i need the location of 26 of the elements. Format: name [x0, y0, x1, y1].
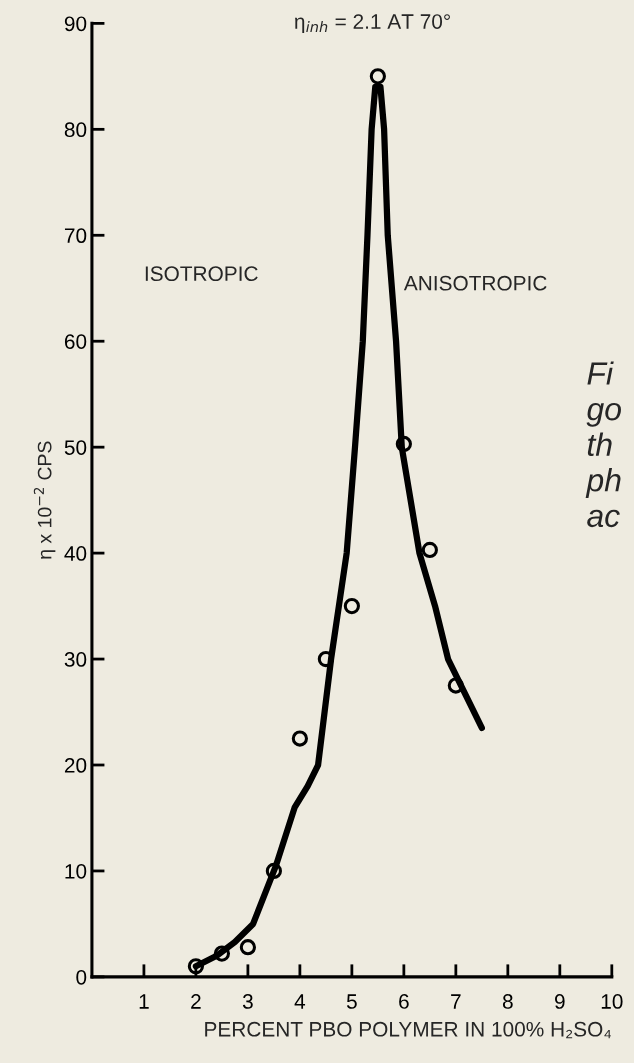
x-tick-label: 3 [242, 994, 253, 1009]
annotation: η$_{inh}$ = 2.1 AT 70° [294, 14, 450, 33]
y-tick-label: 10 [65, 863, 87, 879]
x-tick-label: 2 [191, 994, 201, 1009]
x-axis-title: PERCENT PBO POLYMER IN 100% H₂SO₄ [205, 1021, 612, 1039]
y-tick-label: 40 [64, 546, 87, 561]
y-tick-label: 30 [64, 652, 87, 667]
y-tick-label: 20 [64, 758, 87, 773]
y-tick-label: 0 [76, 969, 87, 985]
x-tick-label: 4 [294, 994, 306, 1009]
x-tick-label: 5 [346, 994, 357, 1009]
y-axis-title: η x 10$^{−2}$ CPS [33, 441, 56, 559]
y-tick-label: 80 [64, 122, 87, 138]
y-tick-label: 50 [64, 440, 87, 455]
annotation: ANISOTROPIC [403, 275, 547, 291]
y-tick-label: 70 [64, 228, 87, 244]
y-tick-label: 60 [64, 334, 87, 349]
annotation: ISOTROPIC [145, 266, 258, 282]
y-tick-label: 90 [64, 16, 87, 32]
x-tick-label: 7 [451, 994, 461, 1009]
x-tick-label: 10 [601, 994, 623, 1009]
x-tick-label: 6 [399, 994, 409, 1009]
annotation: Fi go th ph ac [585, 361, 621, 528]
x-tick-label: 9 [555, 994, 565, 1009]
x-tick-label: 1 [139, 994, 149, 1009]
x-tick-label: 8 [502, 994, 513, 1009]
